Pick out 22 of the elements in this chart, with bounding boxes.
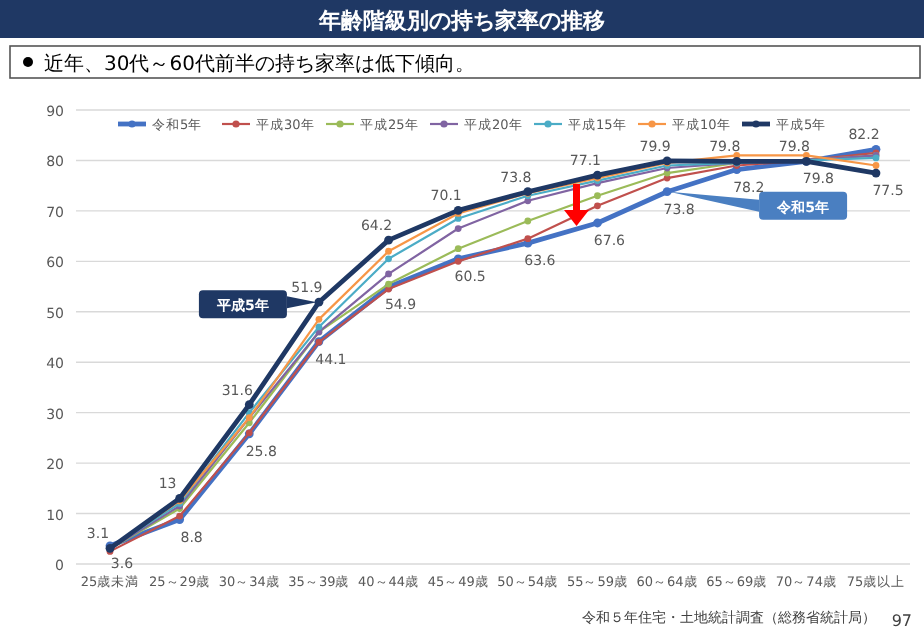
point xyxy=(594,202,601,210)
chart-title: 年齢階級別の持ち家率の推移 xyxy=(317,8,605,34)
point xyxy=(593,218,602,228)
point xyxy=(454,245,462,253)
chart-subtitle: 近年、30代～60代前半の持ち家率は低下傾向。 xyxy=(44,52,475,76)
point xyxy=(385,270,392,278)
point xyxy=(594,192,601,200)
point xyxy=(872,162,880,169)
point xyxy=(315,315,323,323)
point xyxy=(524,235,532,243)
point xyxy=(453,205,463,215)
text: 97 xyxy=(891,612,912,630)
point xyxy=(871,168,881,178)
point xyxy=(244,400,254,409)
point xyxy=(524,217,532,225)
point xyxy=(385,255,392,263)
point xyxy=(454,225,462,232)
point xyxy=(314,297,324,307)
point xyxy=(384,235,393,245)
point xyxy=(385,247,392,255)
point xyxy=(662,187,672,197)
point xyxy=(315,323,323,331)
